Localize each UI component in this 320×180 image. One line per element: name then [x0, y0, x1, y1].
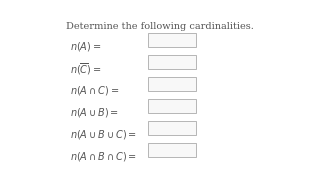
Text: $n(A \cup B) =$: $n(A \cup B) =$ — [70, 106, 119, 119]
Bar — [148, 99, 196, 113]
Bar — [148, 143, 196, 157]
Bar — [148, 33, 196, 47]
Text: $n(A) =$: $n(A) =$ — [70, 40, 101, 53]
Bar — [148, 121, 196, 135]
Text: $n(A \cap B \cap C) =$: $n(A \cap B \cap C) =$ — [70, 150, 137, 163]
Text: Determine the following cardinalities.: Determine the following cardinalities. — [66, 22, 254, 31]
Text: $n(A \cup B \cup C) =$: $n(A \cup B \cup C) =$ — [70, 128, 137, 141]
Bar — [148, 55, 196, 69]
Text: $n(\overline{C}) =$: $n(\overline{C}) =$ — [70, 62, 102, 77]
Text: $n(A \cap C) =$: $n(A \cap C) =$ — [70, 84, 119, 97]
Bar — [148, 77, 196, 91]
